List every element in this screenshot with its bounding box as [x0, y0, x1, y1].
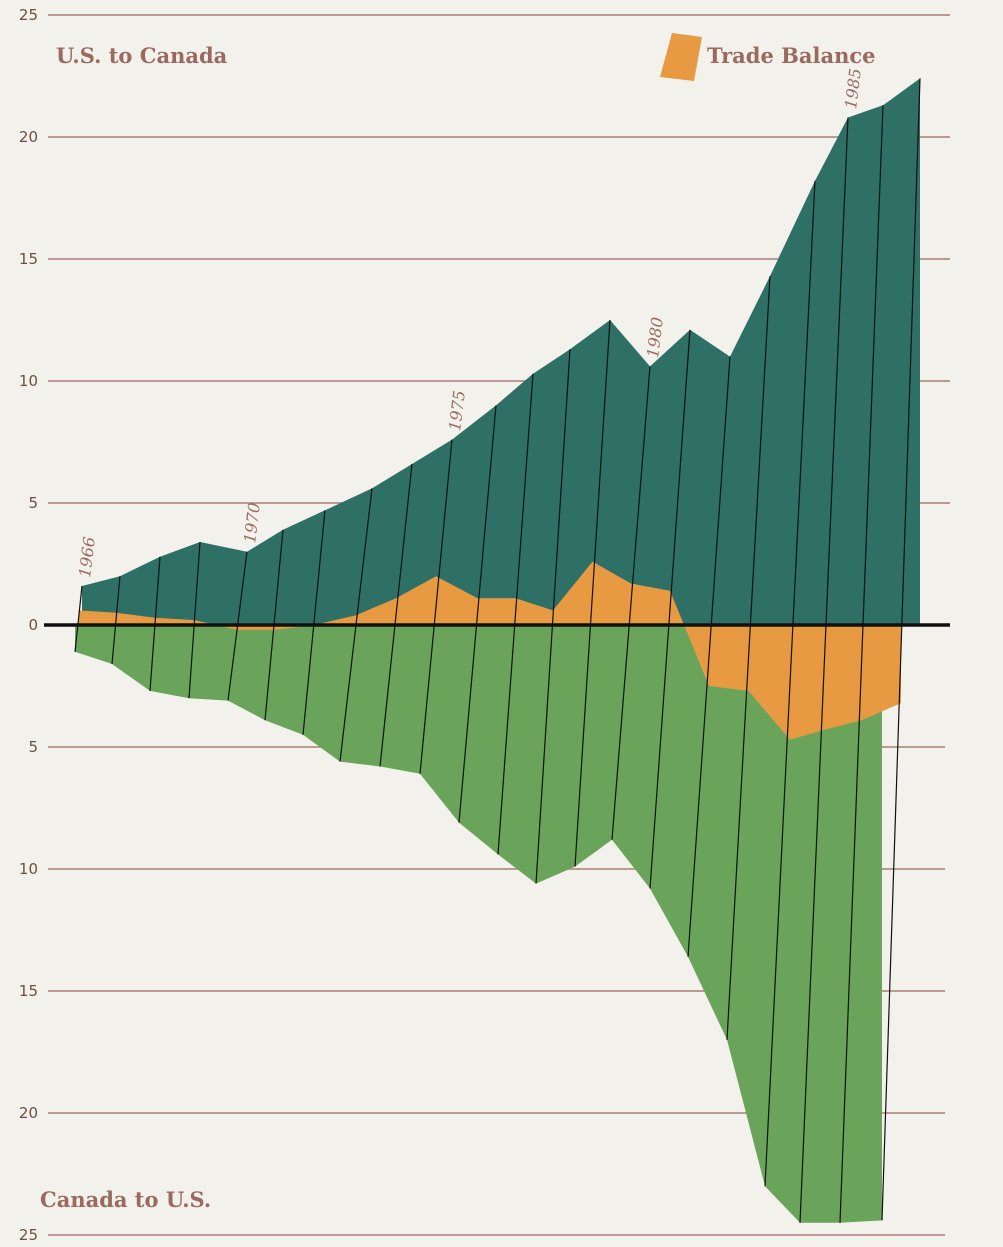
- y-axis-ticks: 25 20 15 10 5 0 5 10 15 20 25: [19, 6, 38, 1244]
- tick-label-top-15: 15: [19, 250, 38, 268]
- year-line: [764, 180, 816, 1187]
- tick-label-top-10: 10: [19, 372, 38, 390]
- year-line: [458, 405, 497, 823]
- legend: Trade Balance: [660, 33, 875, 81]
- tick-label-top-5: 5: [28, 494, 38, 512]
- year-line: [839, 105, 884, 1223]
- year-line: [881, 78, 921, 1221]
- year-line: [111, 576, 121, 665]
- year-line: [419, 439, 453, 774]
- tick-label-bottom-15: 15: [19, 982, 38, 1000]
- year-label-1970: 1970: [240, 502, 264, 545]
- year-label-1980: 1980: [643, 316, 667, 359]
- year-line: [574, 319, 611, 867]
- year-line: [611, 366, 651, 840]
- label-canada-to-us: Canada to U.S.: [40, 1187, 211, 1212]
- tick-label-bottom-10: 10: [19, 860, 38, 878]
- year-line: [535, 349, 571, 884]
- legend-swatch-trade-balance: [660, 33, 702, 81]
- year-line: [302, 510, 326, 735]
- year-line: [188, 541, 201, 699]
- tick-label-top-25: 25: [19, 6, 38, 24]
- year-line: [497, 373, 534, 855]
- year-label-1975: 1975: [445, 389, 469, 432]
- chart-areas: [75, 78, 920, 1223]
- year-labels: 1966 1970 1975 1980 1985: [75, 67, 865, 578]
- legend-label-trade-balance: Trade Balance: [707, 43, 875, 68]
- year-line: [649, 329, 691, 889]
- year-lines: [74, 78, 921, 1223]
- tick-label-top-20: 20: [19, 128, 38, 146]
- tick-label-top-0: 0: [28, 616, 38, 634]
- area-us-to-canada: [82, 78, 920, 625]
- year-line: [799, 117, 849, 1223]
- year-label-1985: 1985: [841, 67, 865, 110]
- year-label-1966: 1966: [75, 536, 99, 579]
- year-line: [379, 463, 413, 767]
- year-line: [74, 585, 83, 652]
- year-line: [687, 356, 731, 957]
- tick-label-bottom-5: 5: [28, 738, 38, 756]
- area-canada-to-us: [75, 625, 882, 1223]
- area-trade-balance: [78, 561, 901, 740]
- label-us-to-canada: U.S. to Canada: [56, 43, 228, 68]
- tick-label-bottom-25: 25: [19, 1226, 38, 1244]
- year-line: [726, 276, 771, 1040]
- tick-label-bottom-20: 20: [19, 1104, 38, 1122]
